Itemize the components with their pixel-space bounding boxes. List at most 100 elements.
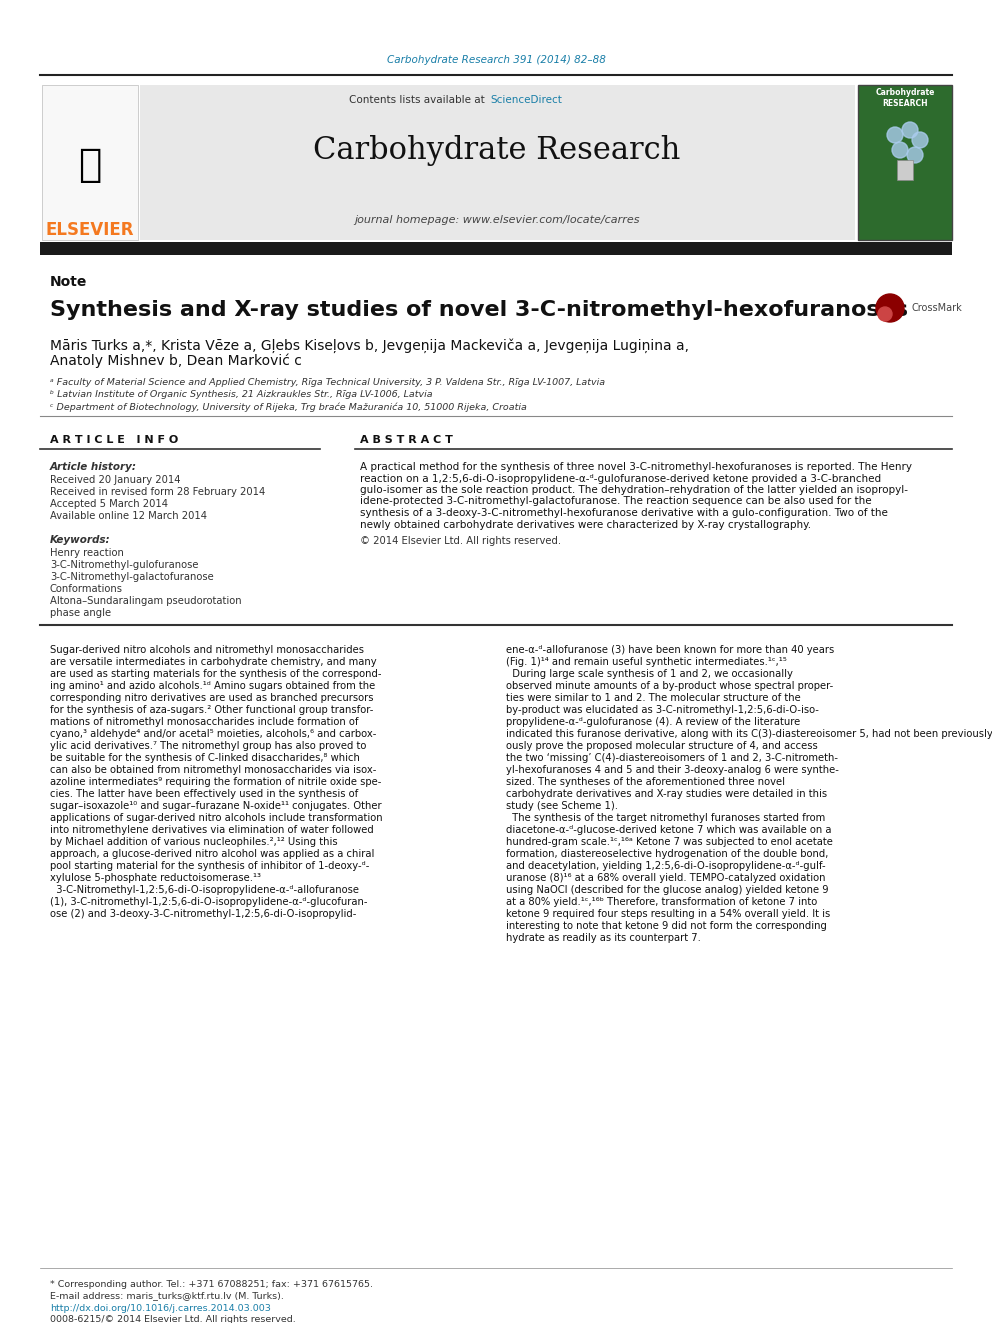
Text: Received 20 January 2014: Received 20 January 2014 xyxy=(50,475,181,486)
Text: by-product was elucidated as 3-C-nitromethyl-1,2:5,6-di-O-iso-: by-product was elucidated as 3-C-nitrome… xyxy=(506,705,818,714)
Text: CrossMark: CrossMark xyxy=(912,303,963,314)
Circle shape xyxy=(887,127,903,143)
Text: ylic acid derivatives.⁷ The nitromethyl group has also proved to: ylic acid derivatives.⁷ The nitromethyl … xyxy=(50,741,366,751)
Bar xyxy=(40,242,952,255)
Text: Contents lists available at: Contents lists available at xyxy=(349,95,488,105)
Text: for the synthesis of aza-sugars.² Other functional group transfor-: for the synthesis of aza-sugars.² Other … xyxy=(50,705,373,714)
Text: ties were similar to 1 and 2. The molecular structure of the: ties were similar to 1 and 2. The molecu… xyxy=(506,693,801,703)
Text: carbohydrate derivatives and X-ray studies were detailed in this: carbohydrate derivatives and X-ray studi… xyxy=(506,789,827,799)
Text: sugar–isoxazole¹⁰ and sugar–furazane N-oxide¹¹ conjugates. Other: sugar–isoxazole¹⁰ and sugar–furazane N-o… xyxy=(50,800,382,811)
Text: by Michael addition of various nucleophiles.²,¹² Using this: by Michael addition of various nucleophi… xyxy=(50,837,337,847)
Text: phase angle: phase angle xyxy=(50,609,111,618)
Text: Keywords:: Keywords: xyxy=(50,534,111,545)
Text: 🌿: 🌿 xyxy=(78,146,102,184)
Bar xyxy=(42,85,138,239)
Text: mations of nitromethyl monosaccharides include formation of: mations of nitromethyl monosaccharides i… xyxy=(50,717,358,728)
Text: A R T I C L E   I N F O: A R T I C L E I N F O xyxy=(50,435,179,445)
Text: ᵇ Latvian Institute of Organic Synthesis, 21 Aizkraukles Str., Rīga LV-1006, Lat: ᵇ Latvian Institute of Organic Synthesis… xyxy=(50,390,433,400)
Text: into nitromethylene derivatives via elimination of water followed: into nitromethylene derivatives via elim… xyxy=(50,826,374,835)
Text: During large scale synthesis of 1 and 2, we occasionally: During large scale synthesis of 1 and 2,… xyxy=(506,669,793,679)
Circle shape xyxy=(902,122,918,138)
Text: 3-C-Nitromethyl-1,2:5,6-di-O-isopropylidene-α-ᵈ-allofuranose: 3-C-Nitromethyl-1,2:5,6-di-O-isopropylid… xyxy=(50,885,359,894)
Circle shape xyxy=(878,307,892,321)
Text: ene-α-ᵈ-allofuranose (3) have been known for more than 40 years: ene-α-ᵈ-allofuranose (3) have been known… xyxy=(506,646,834,655)
Text: azoline intermediates⁹ requiring the formation of nitrile oxide spe-: azoline intermediates⁹ requiring the for… xyxy=(50,777,381,787)
Bar xyxy=(897,160,913,180)
Text: A B S T R A C T: A B S T R A C T xyxy=(360,435,453,445)
Text: uranose (8)¹⁶ at a 68% overall yield. TEMPO-catalyzed oxidation: uranose (8)¹⁶ at a 68% overall yield. TE… xyxy=(506,873,825,882)
Text: yl-hexofuranoses 4 and 5 and their 3-deoxy-analog 6 were synthe-: yl-hexofuranoses 4 and 5 and their 3-deo… xyxy=(506,765,839,775)
Text: 3-C-Nitromethyl-galactofuranose: 3-C-Nitromethyl-galactofuranose xyxy=(50,572,213,582)
Text: xylulose 5-phosphate reductoisomerase.¹³: xylulose 5-phosphate reductoisomerase.¹³ xyxy=(50,873,261,882)
Text: http://dx.doi.org/10.1016/j.carres.2014.03.003: http://dx.doi.org/10.1016/j.carres.2014.… xyxy=(50,1304,271,1312)
Bar xyxy=(140,85,855,239)
Text: Carbohydrate Research: Carbohydrate Research xyxy=(313,135,681,165)
Text: formation, diastereoselective hydrogenation of the double bond,: formation, diastereoselective hydrogenat… xyxy=(506,849,828,859)
Text: ketone 9 required four steps resulting in a 54% overall yield. It is: ketone 9 required four steps resulting i… xyxy=(506,909,830,919)
Text: at a 80% yield.¹ᶜ,¹⁶ᵇ Therefore, transformation of ketone 7 into: at a 80% yield.¹ᶜ,¹⁶ᵇ Therefore, transfo… xyxy=(506,897,817,908)
Text: E-mail address: maris_turks@ktf.rtu.lv (M. Turks).: E-mail address: maris_turks@ktf.rtu.lv (… xyxy=(50,1291,284,1301)
Text: Altona–Sundaralingam pseudorotation: Altona–Sundaralingam pseudorotation xyxy=(50,595,242,606)
Text: ScienceDirect: ScienceDirect xyxy=(490,95,561,105)
Text: Carbohydrate
RESEARCH: Carbohydrate RESEARCH xyxy=(875,89,934,108)
Text: journal homepage: www.elsevier.com/locate/carres: journal homepage: www.elsevier.com/locat… xyxy=(354,216,640,225)
Text: and deacetylation, yielding 1,2:5,6-di-O-isopropylidene-α-ᵈ-gulf-: and deacetylation, yielding 1,2:5,6-di-O… xyxy=(506,861,825,871)
Text: be suitable for the synthesis of C-linked disaccharides,⁸ which: be suitable for the synthesis of C-linke… xyxy=(50,753,360,763)
Text: Received in revised form 28 February 2014: Received in revised form 28 February 201… xyxy=(50,487,265,497)
Text: ose (2) and 3-deoxy-3-C-nitromethyl-1,2:5,6-di-O-isopropylid-: ose (2) and 3-deoxy-3-C-nitromethyl-1,2:… xyxy=(50,909,356,919)
Text: diacetone-α-ᵈ-glucose-derived ketone 7 which was available on a: diacetone-α-ᵈ-glucose-derived ketone 7 w… xyxy=(506,826,831,835)
Text: © 2014 Elsevier Ltd. All rights reserved.: © 2014 Elsevier Ltd. All rights reserved… xyxy=(360,536,561,546)
Text: Henry reaction: Henry reaction xyxy=(50,548,124,558)
Text: Māris Turks a,*, Krista Vēze a, Gļebs Kiseļovs b, Jevgeņija Mackeviča a, Jevgeņi: Māris Turks a,*, Krista Vēze a, Gļebs Ki… xyxy=(50,337,689,353)
Text: indicated this furanose derivative, along with its C(3)-diastereoisomer 5, had n: indicated this furanose derivative, alon… xyxy=(506,729,992,740)
Text: idene-protected 3-C-nitromethyl-galactofuranose. The reaction sequence can be al: idene-protected 3-C-nitromethyl-galactof… xyxy=(360,496,872,507)
Text: (1), 3-C-nitromethyl-1,2:5,6-di-O-isopropylidene-α-ᵈ-glucofuran-: (1), 3-C-nitromethyl-1,2:5,6-di-O-isopro… xyxy=(50,897,367,908)
Text: applications of sugar-derived nitro alcohols include transformation: applications of sugar-derived nitro alco… xyxy=(50,814,383,823)
Text: cies. The latter have been effectively used in the synthesis of: cies. The latter have been effectively u… xyxy=(50,789,358,799)
Text: Accepted 5 March 2014: Accepted 5 March 2014 xyxy=(50,499,168,509)
Text: study (see Scheme 1).: study (see Scheme 1). xyxy=(506,800,618,811)
Circle shape xyxy=(876,294,904,321)
Text: * Corresponding author. Tel.: +371 67088251; fax: +371 67615765.: * Corresponding author. Tel.: +371 67088… xyxy=(50,1279,373,1289)
Text: Carbohydrate Research 391 (2014) 82–88: Carbohydrate Research 391 (2014) 82–88 xyxy=(387,56,605,65)
Text: can also be obtained from nitromethyl monosaccharides via isox-: can also be obtained from nitromethyl mo… xyxy=(50,765,376,775)
Text: Anatoly Mishnev b, Dean Marković c: Anatoly Mishnev b, Dean Marković c xyxy=(50,353,302,368)
Text: hydrate as readily as its counterpart 7.: hydrate as readily as its counterpart 7. xyxy=(506,933,701,943)
Text: pool starting material for the synthesis of inhibitor of 1-deoxy-ᵈ-: pool starting material for the synthesis… xyxy=(50,861,369,871)
Text: Available online 12 March 2014: Available online 12 March 2014 xyxy=(50,511,207,521)
Text: observed minute amounts of a by-product whose spectral proper-: observed minute amounts of a by-product … xyxy=(506,681,833,691)
Text: gulo-isomer as the sole reaction product. The dehydration–rehydration of the lat: gulo-isomer as the sole reaction product… xyxy=(360,486,908,495)
Text: interesting to note that ketone 9 did not form the corresponding: interesting to note that ketone 9 did no… xyxy=(506,921,827,931)
Text: Conformations: Conformations xyxy=(50,583,123,594)
Text: are used as starting materials for the synthesis of the correspond-: are used as starting materials for the s… xyxy=(50,669,382,679)
Text: Sugar-derived nitro alcohols and nitromethyl monosaccharides: Sugar-derived nitro alcohols and nitrome… xyxy=(50,646,364,655)
Circle shape xyxy=(892,142,908,157)
Circle shape xyxy=(907,147,923,163)
Text: are versatile intermediates in carbohydrate chemistry, and many: are versatile intermediates in carbohydr… xyxy=(50,658,377,667)
Text: hundred-gram scale.¹ᶜ,¹⁶ᵃ Ketone 7 was subjected to enol acetate: hundred-gram scale.¹ᶜ,¹⁶ᵃ Ketone 7 was s… xyxy=(506,837,833,847)
Text: 3-C-Nitromethyl-gulofuranose: 3-C-Nitromethyl-gulofuranose xyxy=(50,560,198,570)
Text: propylidene-α-ᵈ-gulofuranose (4). A review of the literature: propylidene-α-ᵈ-gulofuranose (4). A revi… xyxy=(506,717,801,728)
Text: Synthesis and X-ray studies of novel 3-C-nitromethyl-hexofuranoses: Synthesis and X-ray studies of novel 3-C… xyxy=(50,300,908,320)
Text: A practical method for the synthesis of three novel 3-C-nitromethyl-hexofuranose: A practical method for the synthesis of … xyxy=(360,462,912,472)
Text: the two ‘missing’ C(4)-diastereoisomers of 1 and 2, 3-C-nitrometh-: the two ‘missing’ C(4)-diastereoisomers … xyxy=(506,753,838,763)
Text: Article history:: Article history: xyxy=(50,462,137,472)
Text: Note: Note xyxy=(50,275,87,288)
Text: approach, a glucose-derived nitro alcohol was applied as a chiral: approach, a glucose-derived nitro alcoho… xyxy=(50,849,374,859)
Text: ELSEVIER: ELSEVIER xyxy=(46,221,134,239)
Text: synthesis of a 3-deoxy-3-C-nitromethyl-hexofuranose derivative with a gulo-confi: synthesis of a 3-deoxy-3-C-nitromethyl-h… xyxy=(360,508,888,519)
Text: ᶜ Department of Biotechnology, University of Rijeka, Trg braće Mažuranića 10, 51: ᶜ Department of Biotechnology, Universit… xyxy=(50,402,527,411)
Bar xyxy=(858,85,952,239)
Text: using NaOCl (described for the glucose analog) yielded ketone 9: using NaOCl (described for the glucose a… xyxy=(506,885,828,894)
Text: (Fig. 1)¹⁴ and remain useful synthetic intermediates.¹ᶜ,¹⁵: (Fig. 1)¹⁴ and remain useful synthetic i… xyxy=(506,658,787,667)
Text: ᵃ Faculty of Material Science and Applied Chemistry, Rīga Technical University, : ᵃ Faculty of Material Science and Applie… xyxy=(50,378,605,388)
Text: corresponding nitro derivatives are used as branched precursors: corresponding nitro derivatives are used… xyxy=(50,693,374,703)
Text: The synthesis of the target nitromethyl furanoses started from: The synthesis of the target nitromethyl … xyxy=(506,814,825,823)
Text: ing amino¹ and azido alcohols.¹ᵈ Amino sugars obtained from the: ing amino¹ and azido alcohols.¹ᵈ Amino s… xyxy=(50,681,375,691)
Text: ously prove the proposed molecular structure of 4, and access: ously prove the proposed molecular struc… xyxy=(506,741,817,751)
Text: newly obtained carbohydrate derivatives were characterized by X-ray crystallogra: newly obtained carbohydrate derivatives … xyxy=(360,520,811,529)
Text: 0008-6215/© 2014 Elsevier Ltd. All rights reserved.: 0008-6215/© 2014 Elsevier Ltd. All right… xyxy=(50,1315,296,1323)
Circle shape xyxy=(912,132,928,148)
Text: sized. The syntheses of the aforementioned three novel: sized. The syntheses of the aforemention… xyxy=(506,777,785,787)
Text: reaction on a 1,2:5,6-di-O-isopropylidene-α-ᵈ-gulofuranose-derived ketone provid: reaction on a 1,2:5,6-di-O-isopropyliden… xyxy=(360,474,881,483)
